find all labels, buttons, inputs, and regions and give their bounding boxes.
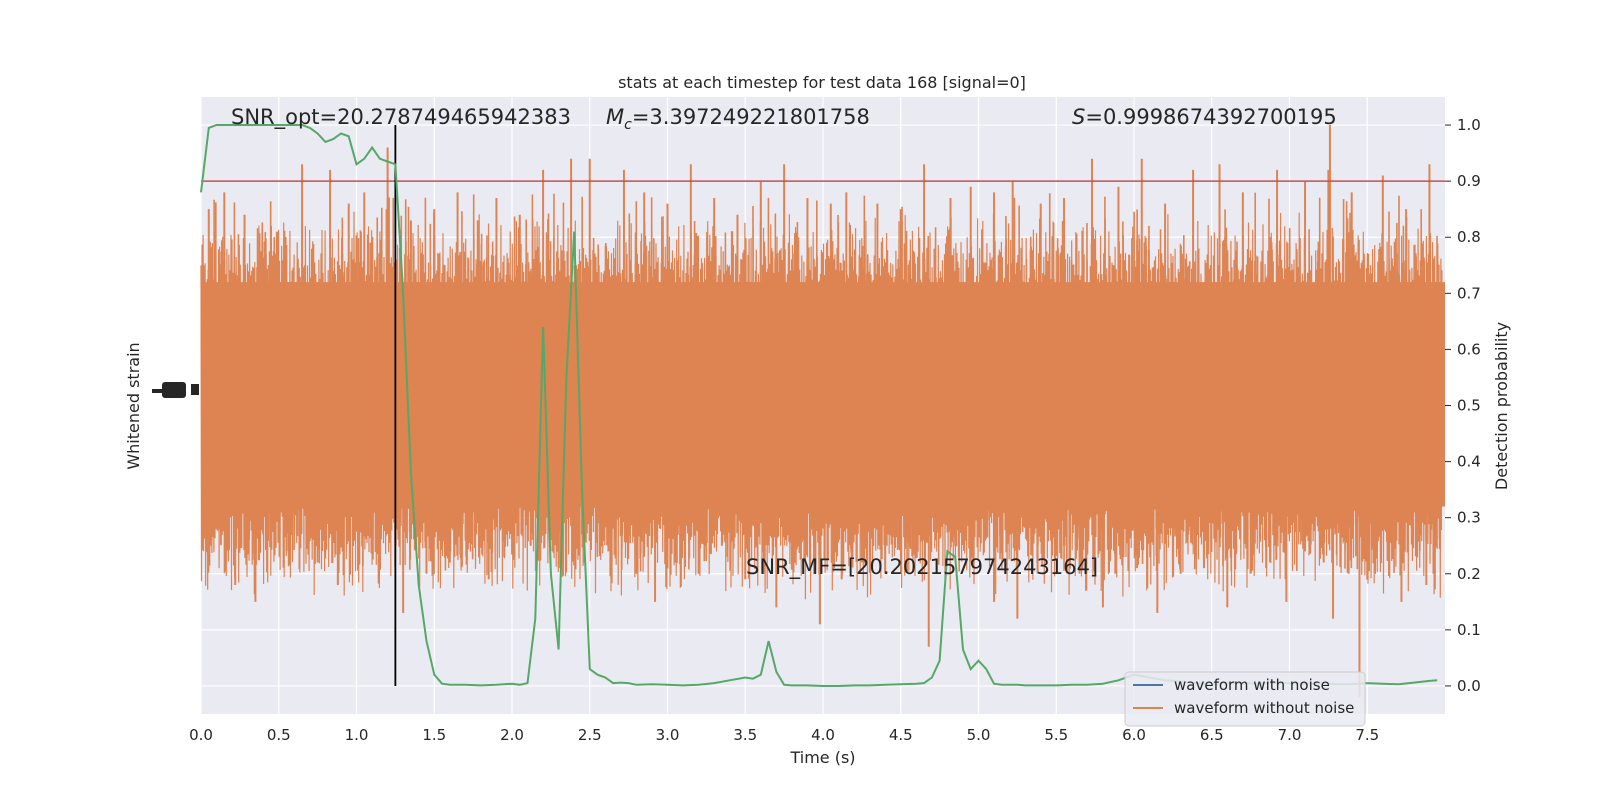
x-tick-label: 0.0 xyxy=(189,726,213,744)
y-tick-label: 0.5 xyxy=(1457,397,1481,415)
chart-title: stats at each timestep for test data 168… xyxy=(618,73,1026,92)
x-tick-label: 7.5 xyxy=(1355,726,1379,744)
y-tick-label: 0.2 xyxy=(1457,565,1481,583)
mc-subscript: c xyxy=(624,117,632,133)
mc-symbol: M xyxy=(606,105,624,129)
y-tick-label: 0.9 xyxy=(1457,172,1481,190)
x-tick-label: 0.5 xyxy=(267,726,291,744)
tick-labels: 0.0 0.5 1.0 1.5 2.0 2.5 3.0 3.5 4.0 4.5 5.0 5.5 6.0 6… xyxy=(189,116,1481,744)
left-axis-overlapping-ticks xyxy=(152,382,199,398)
mc-annotation: Mc=3.397249221801758 xyxy=(606,105,870,133)
x-tick-label: 6.0 xyxy=(1122,726,1146,744)
s-value: =0.9998674392700195 xyxy=(1085,105,1336,129)
x-tick-label: 5.0 xyxy=(967,726,991,744)
y-axis-label-left: Whitened strain xyxy=(124,342,143,469)
y-tick-label: 0.8 xyxy=(1457,228,1481,246)
y-tick-label: 0.4 xyxy=(1457,453,1481,471)
y-tick-label: 0.7 xyxy=(1457,284,1481,302)
snr-mf-annotation: SNR_MF=[20.202157974243164] xyxy=(746,555,1098,580)
s-symbol: S xyxy=(1072,105,1085,129)
x-tick-label: 2.5 xyxy=(578,726,602,744)
x-tick-label: 1.0 xyxy=(345,726,369,744)
x-tick-label: 2.0 xyxy=(500,726,524,744)
legend: waveform with noise waveform without noi… xyxy=(1124,671,1366,727)
y-tick-label: 0.3 xyxy=(1457,509,1481,527)
s-annotation: S=0.9998674392700195 xyxy=(1072,105,1337,129)
x-tick-label: 4.0 xyxy=(811,726,835,744)
legend-label-without-noise: waveform without noise xyxy=(1174,699,1354,717)
mc-value: =3.397249221801758 xyxy=(632,105,870,129)
legend-label-with-noise: waveform with noise xyxy=(1174,676,1330,694)
snr-opt-annotation: SNR_opt=20.278749465942383 xyxy=(231,105,571,130)
x-tick-label: 3.0 xyxy=(656,726,680,744)
y-tick-label: 0.1 xyxy=(1457,621,1481,639)
y-axis-label-right: Detection probability xyxy=(1492,322,1511,490)
x-tick-label: 1.5 xyxy=(422,726,446,744)
x-tick-label: 5.5 xyxy=(1044,726,1068,744)
y-tick-label: 0.6 xyxy=(1457,340,1481,358)
x-tick-label: 6.5 xyxy=(1200,726,1224,744)
x-axis-label: Time (s) xyxy=(789,748,855,767)
legend-box xyxy=(1124,671,1366,727)
waveform-without-noise-line xyxy=(200,125,1445,698)
y-tick-label: 0.0 xyxy=(1457,677,1481,695)
y-tick-label: 1.0 xyxy=(1457,116,1481,134)
x-tick-label: 3.5 xyxy=(733,726,757,744)
x-tick-label: 4.5 xyxy=(889,726,913,744)
x-tick-label: 7.0 xyxy=(1278,726,1302,744)
